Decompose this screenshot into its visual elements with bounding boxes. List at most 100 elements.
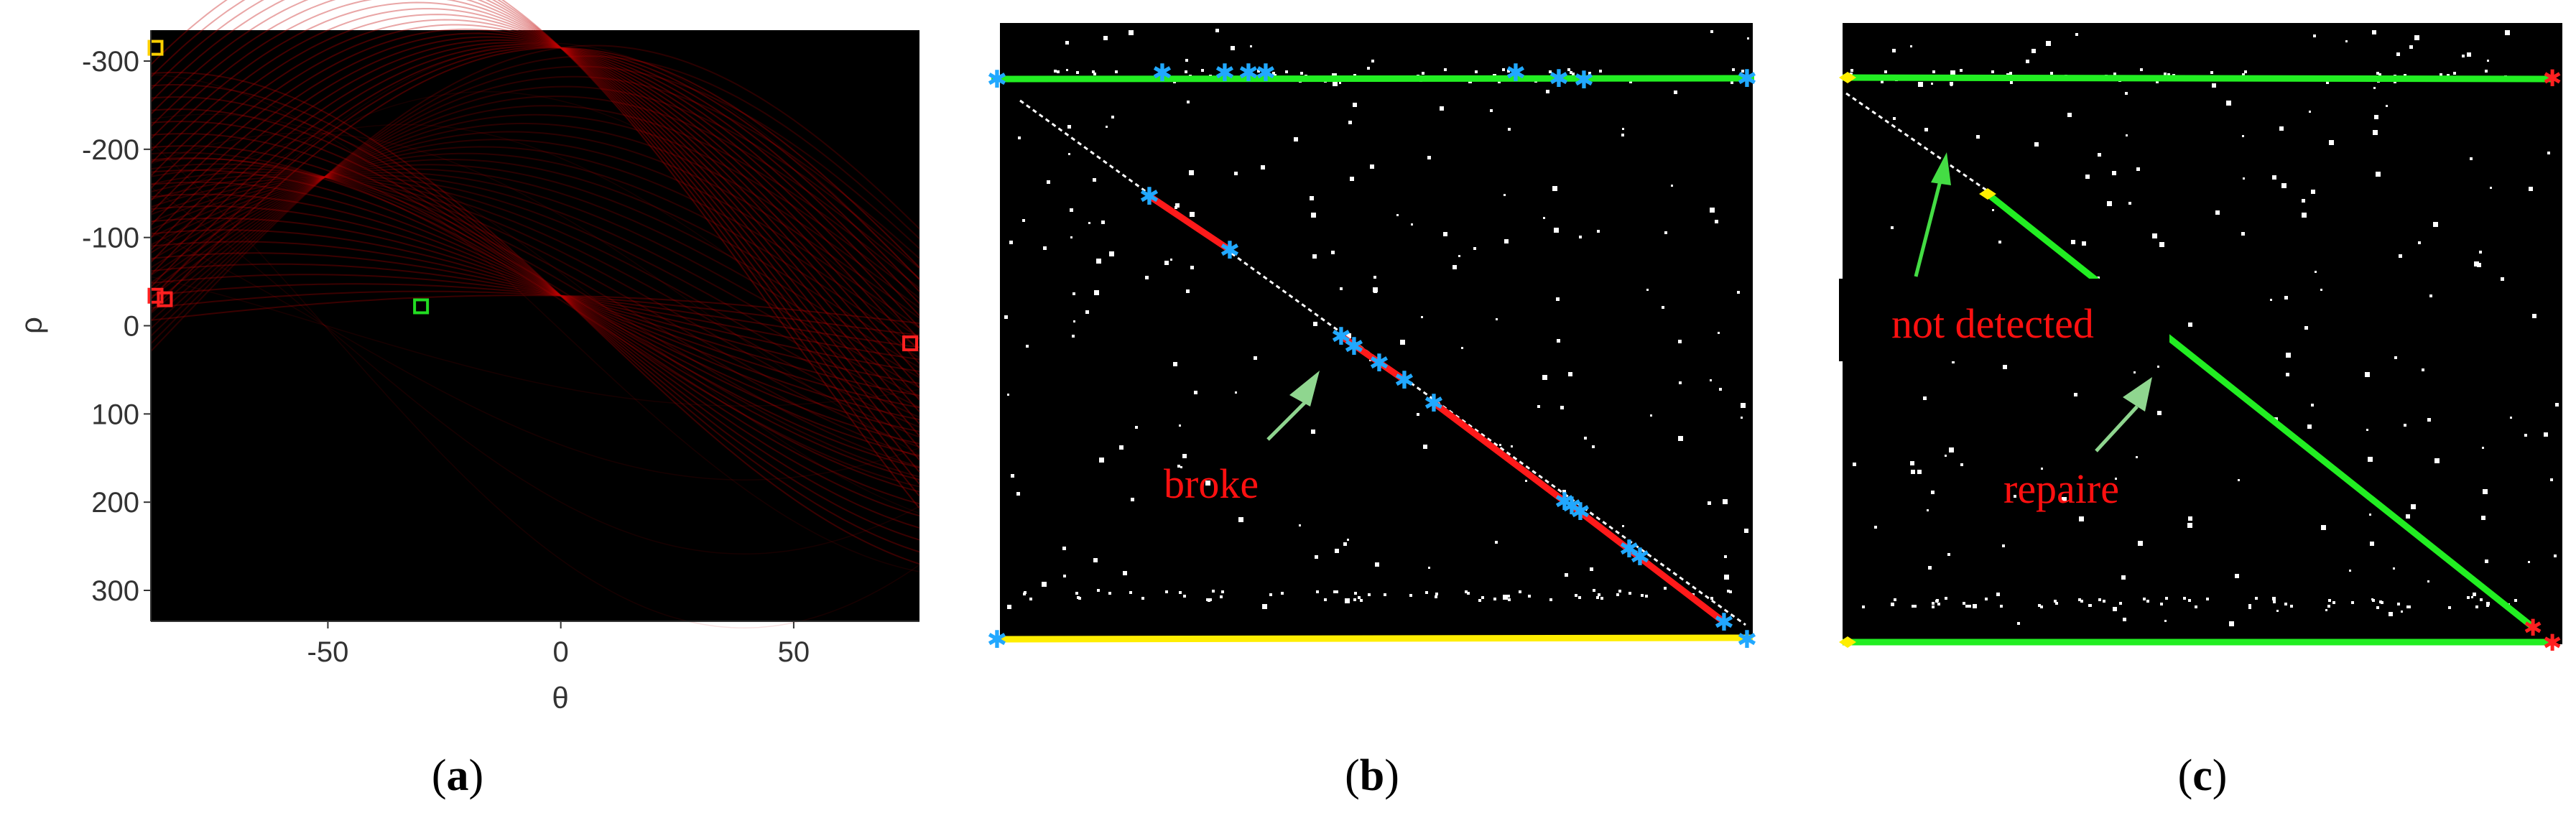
noise-pixel (1575, 594, 1577, 597)
noise-pixel (2157, 411, 2162, 415)
noise-pixel (2046, 41, 2051, 46)
noise-pixel (2034, 142, 2039, 147)
hough-curve (150, 90, 920, 338)
noise-pixel (1311, 213, 1316, 218)
noise-pixel (2315, 271, 2317, 273)
noise-pixel (2040, 605, 2043, 608)
noise-pixel (1475, 70, 1478, 73)
noise-pixel (2485, 560, 2488, 563)
x-axis-label: θ (552, 681, 568, 715)
endpoint-marker: ✱ (1714, 608, 1735, 637)
arrow-shaft (1914, 180, 1942, 277)
noise-pixel (2309, 111, 2311, 113)
noise-pixel (1732, 68, 1735, 71)
hough-curve (150, 145, 920, 493)
endpoint-marker: ✱ (1737, 626, 1758, 654)
noise-pixel (2119, 602, 2122, 605)
noise-pixel (1346, 333, 1351, 338)
noise-pixel (1070, 208, 1073, 212)
hough-curve (150, 28, 920, 365)
hough-curves (150, 0, 920, 628)
noise-pixel (1212, 590, 1215, 593)
noise-pixel (1417, 413, 1419, 416)
hough-curve (150, 36, 920, 340)
noise-pixel (1674, 90, 1677, 94)
noise-pixel (2272, 597, 2276, 600)
noise-pixel (1165, 590, 1168, 593)
x-tick-label: 50 (778, 636, 810, 668)
hough-curve (150, 24, 920, 376)
start-marker (1839, 72, 1856, 83)
noise-pixel (1335, 549, 1339, 553)
noise-pixel (2121, 575, 2126, 580)
noise-pixel (1960, 463, 1963, 466)
hough-curve (150, 294, 920, 325)
hough-peak-marker (147, 287, 164, 304)
noise-pixel (1145, 276, 1149, 279)
hough-curve (150, 175, 920, 428)
noise-pixel (1425, 591, 1428, 594)
noise-pixel (1180, 466, 1182, 468)
noise-pixel (2038, 604, 2041, 607)
noise-pixel (1893, 117, 1896, 120)
noise-pixel (1262, 604, 1267, 609)
noise-pixel (1724, 555, 1727, 558)
hough-curve (150, 47, 920, 312)
noise-pixel (1220, 595, 1223, 598)
noise-pixel (2485, 70, 2488, 73)
noise-pixel (1070, 236, 1072, 238)
noise-pixel (2480, 598, 2483, 601)
noise-pixel (1101, 220, 1105, 224)
diagonal-edge-pixels-c (1845, 92, 1991, 194)
noise-pixel (2041, 468, 2043, 470)
noise-pixel (1201, 69, 1204, 72)
noise-pixel (1067, 125, 1071, 129)
endpoint-marker: ✱ (1562, 492, 1583, 521)
noise-pixel (2327, 605, 2330, 608)
hough-curve (150, 176, 920, 418)
hough-curve (150, 55, 920, 345)
hough-curve (150, 8, 920, 413)
hough-curve (150, 44, 920, 305)
panel-b: ✱ ✱ ✱ ✱✱ ✱ ✱ ✱ ✱✱ ✱✱✱✱✱✱✱✱✱✱✱✱✱✱ broke (b) (987, 23, 1758, 800)
noise-pixel (2302, 213, 2307, 218)
noise-pixel (1950, 84, 1952, 86)
noise-pixel (2374, 115, 2378, 119)
noise-pixel (1590, 567, 1593, 571)
noise-pixel (2490, 187, 2492, 189)
hough-curve (150, 85, 920, 322)
noise-pixel (1528, 595, 1531, 598)
hough-curve (150, 159, 920, 358)
noise-pixel (2429, 294, 2432, 297)
hough-curve (150, 96, 920, 314)
noise-pixel (1503, 595, 1508, 600)
noise-pixel (1507, 595, 1510, 598)
noise-pixel (2055, 602, 2058, 605)
noise-pixel (1085, 310, 1089, 314)
noise-pixel (1537, 405, 1540, 408)
noise-pixel (1511, 445, 1513, 447)
noise-pixel (2188, 322, 2192, 327)
noise-pixel (1741, 403, 1746, 408)
noise-pixel (1343, 542, 1347, 546)
noise-pixel (1179, 424, 1181, 427)
noise-pixel (1932, 70, 1935, 73)
hough-curve (150, 133, 920, 505)
endpoint-marker: ✱ (1394, 366, 1415, 395)
noise-pixel (2014, 495, 2016, 498)
noise-pixel (2376, 72, 2379, 75)
noise-pixel (2238, 479, 2240, 481)
noise-pixel (1333, 81, 1338, 86)
noise-pixel (2074, 393, 2077, 396)
panel-c: ✱ ✱ ✱ not detected repaire (c) (1839, 23, 2562, 800)
end-marker: ✱ (2543, 629, 2562, 656)
y-tick-label: -100 (82, 223, 139, 254)
noise-pixel (2078, 598, 2081, 601)
noise-pixel (2467, 52, 2471, 57)
noise-pixel (2062, 497, 2067, 502)
noise-pixel (2475, 605, 2478, 608)
hough-curve (150, 113, 920, 300)
noise-pixel (1525, 480, 1527, 482)
noise-pixel (1111, 116, 1114, 119)
noise-pixel (2487, 60, 2489, 62)
